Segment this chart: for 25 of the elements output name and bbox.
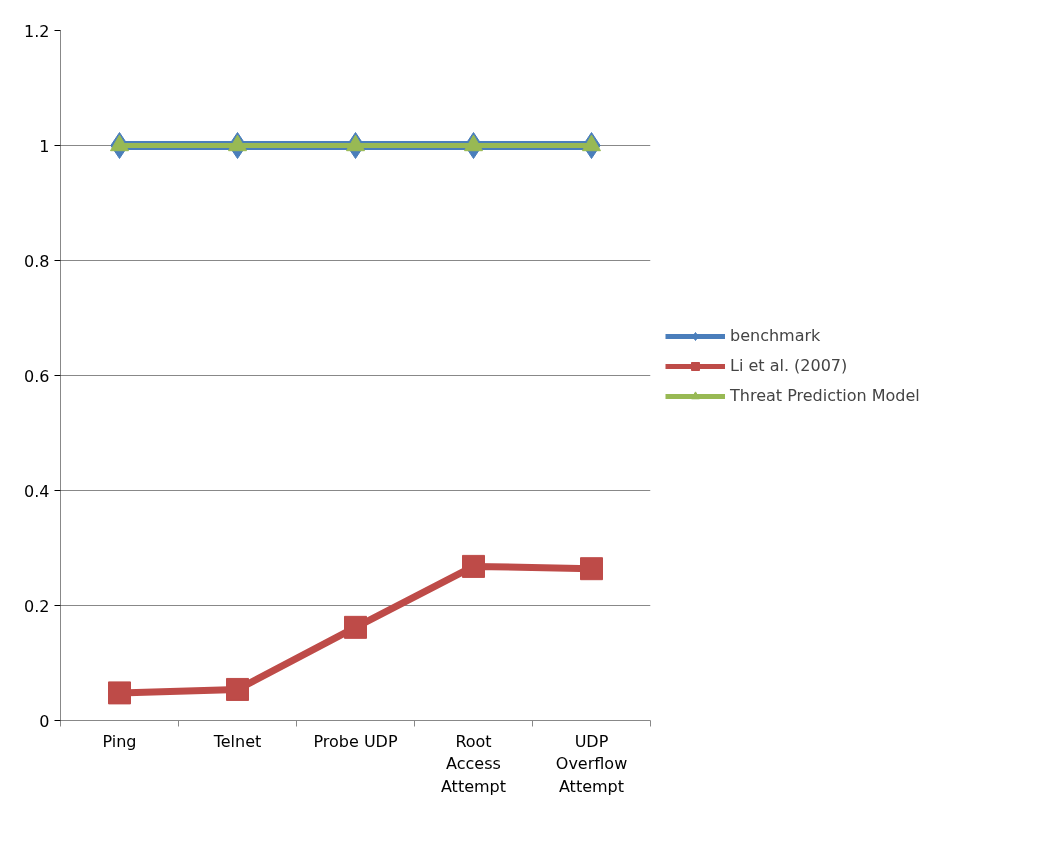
y-tick-label: 1.2 xyxy=(24,21,50,41)
x-tick-label: Telnet xyxy=(212,731,262,751)
point xyxy=(226,677,249,701)
point xyxy=(110,134,129,152)
point xyxy=(344,615,367,639)
y-tick-label: 0.6 xyxy=(24,366,50,386)
y-tick-label: 0.8 xyxy=(24,251,50,271)
x-tick-label: Probe UDP xyxy=(313,731,398,751)
point xyxy=(108,681,131,705)
point xyxy=(580,557,603,581)
x-tick-label: Ping xyxy=(102,731,137,751)
x-tick-label: UDP Overflow Attempt xyxy=(555,731,628,797)
point xyxy=(582,134,601,152)
y-tick-label: 0 xyxy=(39,711,50,731)
legend-label: benchmark xyxy=(730,326,821,345)
y-tick-label: 0.2 xyxy=(24,596,50,616)
y-tick-label: 1 xyxy=(39,136,50,156)
legend-label: Li et al. (2007) xyxy=(730,356,848,375)
point xyxy=(462,554,485,578)
point xyxy=(346,134,365,152)
point xyxy=(228,134,247,152)
point xyxy=(464,134,483,152)
y-tick-label: 0.4 xyxy=(24,481,50,501)
x-tick-label: Root Access Attempt xyxy=(440,731,507,797)
legend-label: Threat Prediction Model xyxy=(730,386,920,405)
